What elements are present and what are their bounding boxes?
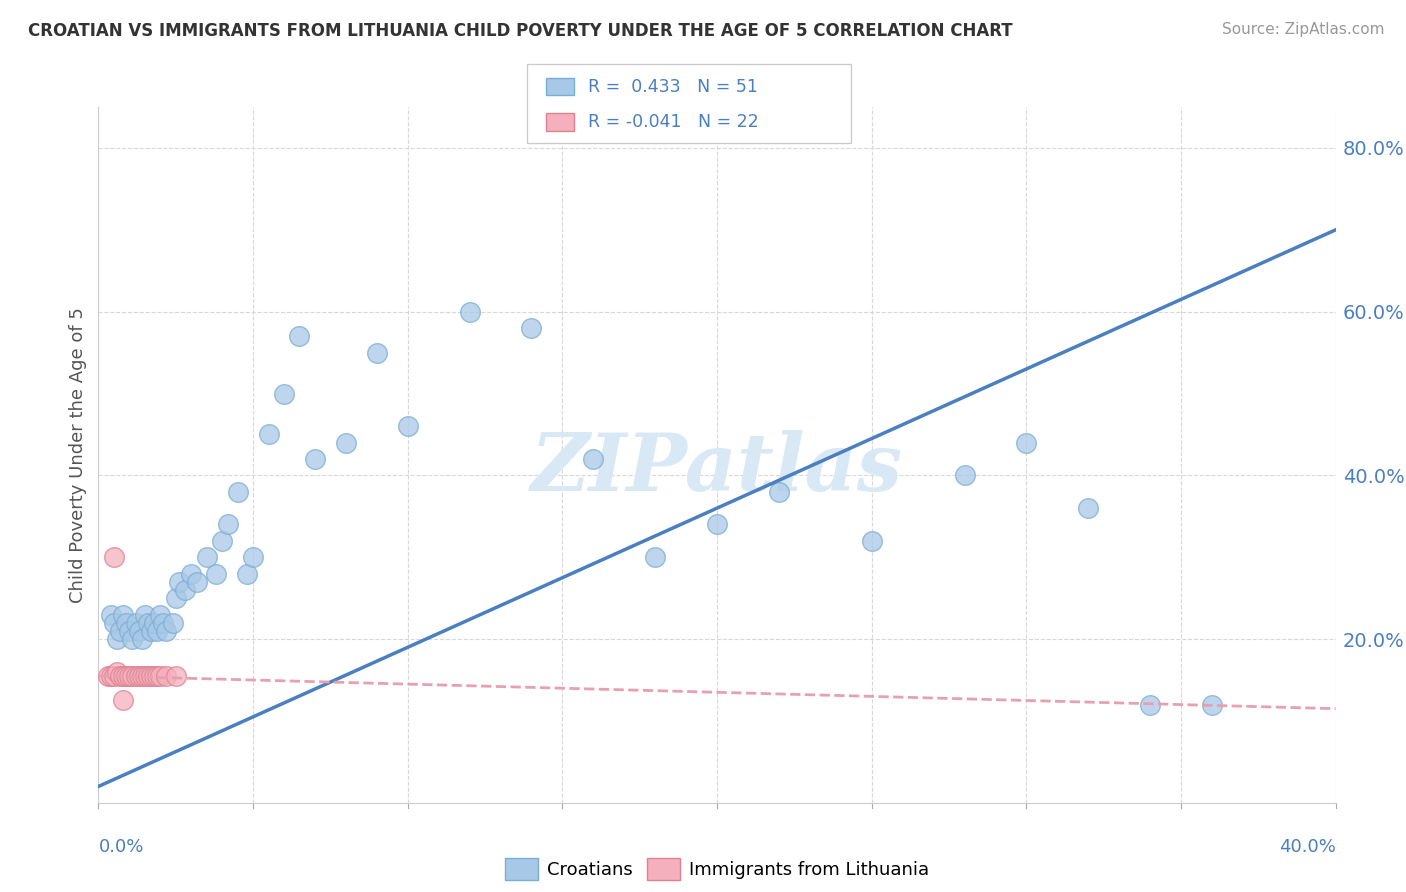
Point (165, 591, 187, 606)
Point (105, 632, 128, 646)
Point (1201, 698, 1223, 712)
Point (396, 419, 419, 434)
Point (108, 669, 131, 683)
Point (134, 669, 156, 683)
Point (273, 386, 295, 401)
Point (458, 304, 481, 318)
Legend: Croatians, Immigrants from Lithuania: Croatians, Immigrants from Lithuania (498, 851, 936, 888)
Point (195, 550, 218, 565)
Point (121, 632, 143, 646)
Point (288, 329, 311, 343)
Point (236, 566, 259, 581)
Point (211, 533, 233, 548)
Point (136, 669, 159, 683)
Point (97, 669, 120, 683)
Point (1139, 698, 1161, 712)
Point (768, 484, 790, 499)
Point (115, 615, 138, 630)
Text: 40.0%: 40.0% (1279, 838, 1336, 855)
Point (105, 665, 128, 679)
Point (304, 452, 326, 467)
Point (180, 566, 202, 581)
Text: R =  0.433   N = 51: R = 0.433 N = 51 (588, 78, 758, 95)
Text: Source: ZipAtlas.com: Source: ZipAtlas.com (1222, 22, 1385, 37)
Point (121, 669, 143, 683)
Point (860, 533, 883, 548)
Point (128, 669, 150, 683)
Point (103, 550, 125, 565)
Point (366, 345, 388, 359)
Point (112, 693, 135, 707)
Point (143, 669, 166, 683)
Point (174, 582, 197, 597)
Point (155, 669, 177, 683)
Text: ZIPatlas: ZIPatlas (531, 430, 903, 508)
Point (149, 669, 172, 683)
Point (152, 615, 174, 630)
Point (155, 624, 177, 638)
Point (226, 484, 249, 499)
Point (131, 669, 153, 683)
Point (706, 517, 728, 532)
Point (242, 550, 264, 565)
Point (118, 669, 141, 683)
Point (112, 669, 135, 683)
Point (139, 624, 162, 638)
Point (217, 517, 239, 532)
Point (112, 607, 135, 622)
Text: CROATIAN VS IMMIGRANTS FROM LITHUANIA CHILD POVERTY UNDER THE AGE OF 5 CORRELATI: CROATIAN VS IMMIGRANTS FROM LITHUANIA CH… (28, 22, 1012, 40)
Point (167, 574, 190, 589)
Point (186, 574, 208, 589)
Point (582, 452, 605, 467)
Point (124, 669, 146, 683)
Point (520, 321, 543, 335)
Text: R = -0.041   N = 22: R = -0.041 N = 22 (588, 113, 758, 131)
Point (134, 607, 156, 622)
Point (146, 624, 169, 638)
Point (162, 615, 184, 630)
Point (644, 550, 666, 565)
Point (953, 468, 976, 483)
Point (143, 615, 166, 630)
Point (115, 669, 138, 683)
Point (139, 669, 162, 683)
Point (335, 435, 357, 450)
Point (124, 615, 146, 630)
Point (131, 632, 153, 646)
Point (1077, 501, 1099, 516)
Point (205, 566, 228, 581)
Point (149, 607, 172, 622)
Point (128, 624, 150, 638)
Point (165, 669, 187, 683)
Y-axis label: Child Poverty Under the Age of 5: Child Poverty Under the Age of 5 (69, 307, 87, 603)
Point (108, 624, 131, 638)
Point (136, 615, 159, 630)
Point (1015, 435, 1038, 450)
Point (100, 607, 122, 622)
Point (103, 615, 125, 630)
Text: 0.0%: 0.0% (98, 838, 143, 855)
Point (100, 669, 122, 683)
Point (146, 669, 169, 683)
Point (103, 669, 125, 683)
Point (257, 427, 280, 442)
Point (118, 624, 141, 638)
